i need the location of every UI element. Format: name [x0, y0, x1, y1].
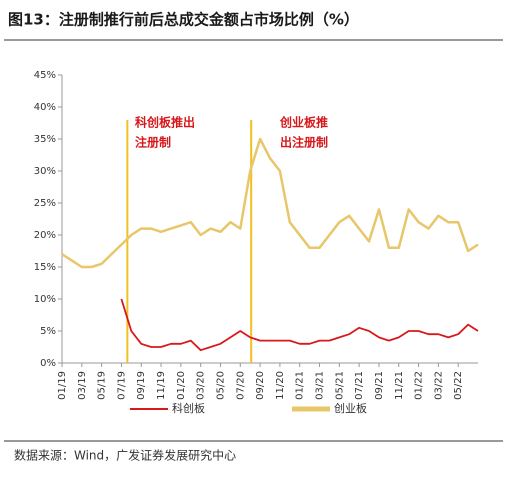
annotation: 创业板推	[279, 115, 328, 130]
x-tick-label: 05/22	[453, 371, 464, 400]
y-tick-label: 10%	[34, 294, 56, 305]
y-tick-label: 20%	[34, 230, 56, 241]
y-tick-label: 30%	[34, 166, 56, 177]
source: 数据来源：Wind，广发证券发展研究中心	[14, 448, 236, 463]
x-tick-label: 09/20	[255, 371, 266, 400]
y-tick-label: 15%	[34, 262, 56, 273]
y-tick-label: 0%	[40, 358, 56, 369]
annotation: 出注册制	[280, 135, 328, 150]
series-line	[61, 137, 479, 269]
y-tick-label: 5%	[40, 326, 56, 337]
y-tick-label: 45%	[34, 70, 56, 81]
annotation: 注册制	[135, 135, 171, 150]
x-tick-label: 11/20	[275, 371, 286, 400]
chart-title: 图13：注册制推行前后总成交金额占市场比例（%）	[8, 11, 359, 29]
legend-label: 创业板	[334, 401, 367, 415]
x-tick-label: 01/21	[295, 371, 306, 400]
x-tick-label: 11/19	[156, 371, 167, 400]
x-tick-label: 03/20	[196, 371, 207, 400]
x-tick-label: 09/21	[374, 371, 385, 400]
legend-label: 科创板	[172, 401, 205, 415]
x-tick-label: 01/19	[57, 371, 68, 400]
y-tick-label: 40%	[34, 102, 56, 113]
annotation: 科创板推出	[135, 115, 195, 130]
y-tick-label: 25%	[34, 198, 56, 209]
x-tick-label: 05/19	[97, 371, 108, 400]
series-line	[120, 298, 479, 352]
x-tick-label: 05/21	[334, 371, 345, 400]
x-tick-label: 01/22	[414, 371, 425, 400]
x-tick-label: 11/21	[394, 371, 405, 400]
x-tick-label: 03/22	[433, 371, 444, 400]
x-tick-label: 07/21	[354, 371, 365, 400]
x-tick-label: 03/21	[315, 371, 326, 400]
x-tick-label: 09/19	[136, 371, 147, 400]
x-tick-label: 05/20	[215, 371, 226, 400]
x-tick-label: 01/20	[176, 371, 187, 400]
x-tick-label: 07/19	[116, 371, 127, 400]
x-tick-label: 07/20	[235, 371, 246, 400]
x-tick-label: 03/19	[77, 371, 88, 400]
y-tick-label: 35%	[34, 134, 56, 145]
